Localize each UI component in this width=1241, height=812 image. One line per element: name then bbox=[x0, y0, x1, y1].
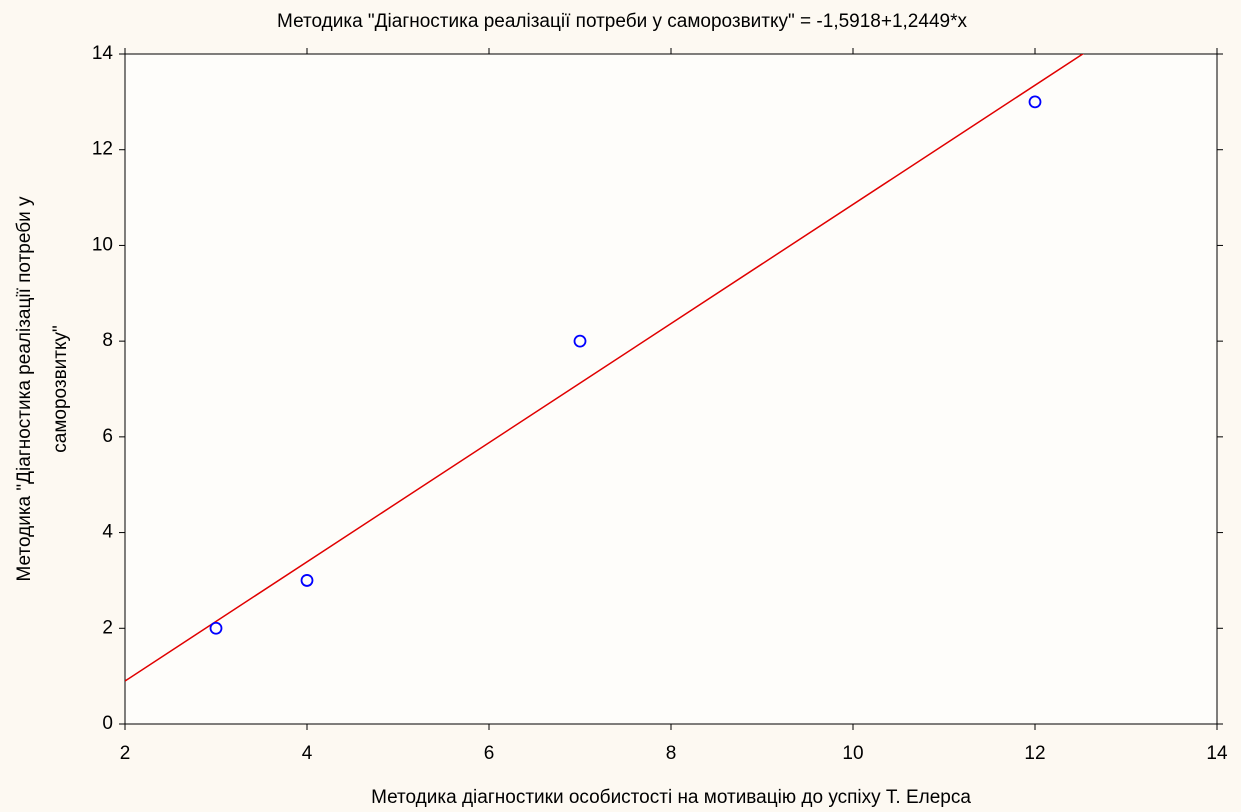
y-axis-label-line: саморозвитку" bbox=[50, 325, 71, 453]
x-tick-label: 14 bbox=[1206, 743, 1228, 764]
x-tick-label: 4 bbox=[302, 743, 313, 764]
y-tick-label: 14 bbox=[92, 43, 114, 64]
y-tick-label: 12 bbox=[92, 139, 113, 160]
plot-frame bbox=[125, 54, 1217, 724]
x-tick-label: 6 bbox=[484, 743, 495, 764]
y-tick-label: 8 bbox=[102, 330, 113, 351]
y-axis-label-line: Методика "Діагностика реалізації потреби… bbox=[14, 196, 35, 581]
y-tick-label: 0 bbox=[102, 713, 113, 734]
x-axis-label: Методика діагностики особистості на моти… bbox=[371, 787, 971, 808]
x-tick-label: 8 bbox=[666, 743, 677, 764]
y-tick-label: 6 bbox=[102, 426, 113, 447]
x-tick-label: 2 bbox=[120, 743, 131, 764]
y-tick-label: 10 bbox=[92, 234, 113, 255]
y-tick-label: 4 bbox=[102, 522, 113, 543]
x-tick-label: 10 bbox=[842, 743, 863, 764]
y-tick-label: 2 bbox=[102, 617, 113, 638]
x-tick-label: 12 bbox=[1024, 743, 1045, 764]
chart: Методика "Діагностика реалізації потреби… bbox=[0, 0, 1241, 812]
page: Методика "Діагностика реалізації потреби… bbox=[0, 0, 1241, 812]
chart-title: Методика "Діагностика реалізації потреби… bbox=[277, 11, 967, 32]
